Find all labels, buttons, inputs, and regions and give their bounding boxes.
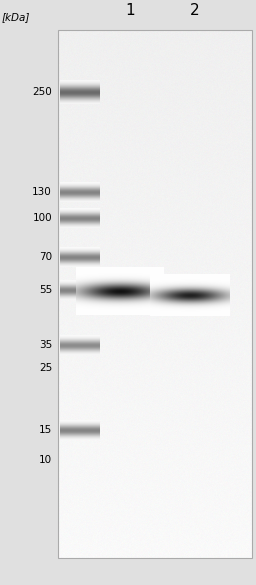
Text: 15: 15 bbox=[39, 425, 52, 435]
Text: 250: 250 bbox=[32, 87, 52, 97]
Text: 2: 2 bbox=[190, 3, 200, 18]
Text: 55: 55 bbox=[39, 285, 52, 295]
Text: 100: 100 bbox=[32, 213, 52, 223]
Text: 10: 10 bbox=[39, 455, 52, 465]
Bar bbox=[58, 30, 252, 558]
Text: [kDa]: [kDa] bbox=[2, 12, 30, 22]
Text: 70: 70 bbox=[39, 252, 52, 262]
Text: 1: 1 bbox=[125, 3, 135, 18]
Text: 25: 25 bbox=[39, 363, 52, 373]
Text: 35: 35 bbox=[39, 340, 52, 350]
Text: 130: 130 bbox=[32, 187, 52, 197]
